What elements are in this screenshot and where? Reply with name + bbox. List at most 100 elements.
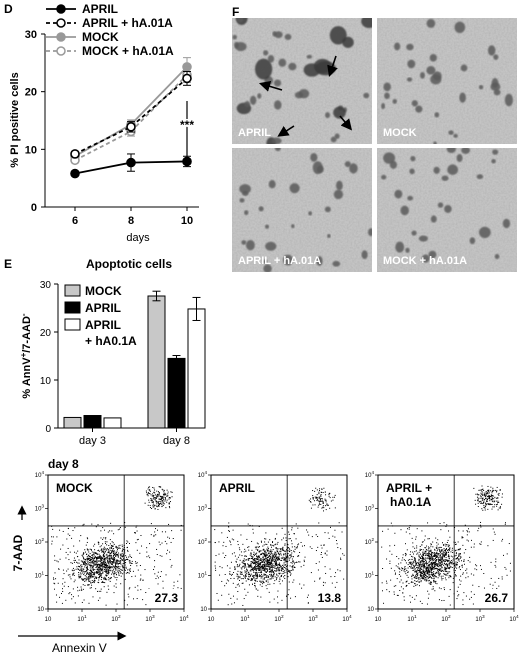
cell-cluster bbox=[469, 237, 476, 245]
cell-cluster bbox=[461, 148, 471, 154]
cell-cluster bbox=[432, 71, 442, 81]
flow-label-bg bbox=[52, 479, 100, 495]
legend-swatch-april bbox=[64, 301, 81, 314]
flow-y-tick-label: 101 bbox=[198, 571, 208, 580]
d-legend-marker bbox=[56, 46, 66, 56]
cell-cluster bbox=[405, 247, 410, 253]
micrograph-image bbox=[232, 148, 372, 272]
cell-cluster bbox=[383, 82, 391, 92]
cell-cluster bbox=[447, 164, 459, 175]
flow-label-bg bbox=[215, 479, 263, 495]
d-y-tick-label: 10 bbox=[25, 144, 37, 156]
panel-d-x-label: days bbox=[126, 232, 150, 244]
cell-cluster bbox=[273, 79, 282, 87]
legend-label-april-ha-line1: APRIL bbox=[85, 318, 121, 332]
flow-y-tick-label: 102 bbox=[365, 537, 375, 546]
panel-d-y-label: % PI positive cells bbox=[9, 72, 21, 167]
e-y-tick-label: 30 bbox=[40, 280, 52, 291]
micrograph-april: APRIL bbox=[232, 18, 372, 144]
d-legend-marker bbox=[56, 32, 66, 42]
flow-label-bg bbox=[382, 479, 438, 509]
e-bar-mock bbox=[63, 416, 82, 429]
e-category-label: day 8 bbox=[163, 435, 190, 447]
cell-cluster bbox=[349, 163, 358, 174]
flow-heading: day 8 bbox=[48, 457, 79, 471]
d-legend-marker bbox=[56, 4, 66, 14]
flow-x-tick-label: 104 bbox=[179, 614, 189, 623]
flow-y-tick-label: 102 bbox=[198, 537, 208, 546]
flow-x-tick-label: 104 bbox=[509, 614, 519, 623]
cell-cluster bbox=[459, 92, 466, 103]
cell-cluster bbox=[334, 133, 340, 139]
flow-y-tick-label: 10 bbox=[37, 607, 44, 613]
cell-cluster bbox=[325, 112, 331, 119]
cell-cluster bbox=[491, 158, 496, 164]
cell-cluster bbox=[254, 58, 273, 80]
micrograph-texture bbox=[232, 18, 372, 144]
d-series-line bbox=[74, 66, 188, 158]
cell-cluster bbox=[407, 195, 414, 201]
flow-x-tick-label: 10 bbox=[45, 617, 52, 623]
e-y-tick-label: 0 bbox=[45, 424, 51, 435]
micrograph-label: MOCK bbox=[383, 127, 417, 139]
cell-cluster bbox=[415, 105, 423, 113]
flow-x-tick-label: 104 bbox=[342, 614, 352, 623]
micrograph-image bbox=[377, 148, 517, 272]
flow-plot-label: MOCK bbox=[56, 481, 93, 495]
flow-quadrant-value: 13.8 bbox=[318, 591, 342, 605]
d-data-point bbox=[126, 157, 136, 168]
cell-cluster bbox=[310, 152, 318, 162]
cell-cluster bbox=[265, 241, 277, 251]
cell-cluster bbox=[263, 259, 268, 264]
d-x-tick-label: 10 bbox=[181, 215, 193, 227]
flow-x-tick-label: 101 bbox=[77, 614, 87, 623]
d-legend-label: APRIL + hA.01A bbox=[82, 16, 173, 30]
d-x-tick-label: 8 bbox=[128, 215, 134, 227]
d-series-mock bbox=[70, 57, 192, 162]
cell-cluster bbox=[263, 264, 272, 272]
cell-cluster bbox=[258, 206, 264, 212]
micrograph-mock-ha-01a: MOCK + hA.01A bbox=[377, 148, 517, 272]
cell-cluster bbox=[368, 228, 372, 237]
cell-cluster bbox=[383, 152, 396, 164]
panel-e-legend: MOCK APRIL APRIL + hA0.1A bbox=[64, 284, 137, 348]
cell-cluster bbox=[239, 198, 245, 203]
d-y-tick-label: 0 bbox=[31, 202, 37, 214]
d-data-point bbox=[182, 73, 192, 84]
e-ylab-sup: + bbox=[19, 352, 28, 357]
panel-e-title: Apoptotic cells bbox=[86, 257, 172, 271]
flow-y-tick-label: 101 bbox=[35, 571, 45, 580]
legend-swatch-april-ha bbox=[64, 318, 81, 331]
cell-cluster bbox=[446, 148, 456, 154]
flow-y-tick-label: 104 bbox=[365, 470, 375, 479]
cell-cluster bbox=[327, 233, 331, 238]
cell-cluster bbox=[324, 206, 331, 213]
cell-cluster bbox=[454, 21, 466, 34]
e-ylab-part: % AnnV bbox=[21, 357, 33, 399]
cell-cluster bbox=[333, 189, 344, 200]
cell-cluster bbox=[494, 254, 500, 260]
flow-y-tick-label: 103 bbox=[365, 504, 375, 513]
flow-plot-frame bbox=[210, 474, 348, 610]
d-data-point bbox=[182, 156, 192, 167]
micrograph-arrow bbox=[277, 125, 295, 137]
e-bar-april-ha0-1a bbox=[187, 308, 206, 429]
cell-cluster bbox=[426, 66, 436, 75]
cell-cluster bbox=[476, 174, 484, 180]
cell-cluster bbox=[433, 141, 437, 144]
flow-plot-label: hA0.1A bbox=[390, 495, 432, 509]
d-series-april bbox=[70, 153, 192, 179]
cell-cluster bbox=[400, 205, 409, 216]
cell-cluster bbox=[274, 148, 281, 152]
flow-value-bg bbox=[478, 589, 511, 605]
panel-letter-f: F bbox=[232, 5, 239, 19]
cell-cluster bbox=[504, 93, 514, 107]
panel-e-y-label-text: % AnnV+/7-AAD- bbox=[19, 313, 33, 399]
legend-label-april: APRIL bbox=[85, 301, 121, 315]
cell-cluster bbox=[333, 106, 346, 119]
flow-y-tick-label: 103 bbox=[198, 504, 208, 513]
flow-quadrant-value: 27.3 bbox=[155, 591, 179, 605]
cell-cluster bbox=[274, 100, 282, 110]
panel-f: F APRIL MOCK APRIL + hA.01A MOCK + hA.01A bbox=[232, 5, 517, 272]
cell-cluster bbox=[406, 77, 413, 82]
